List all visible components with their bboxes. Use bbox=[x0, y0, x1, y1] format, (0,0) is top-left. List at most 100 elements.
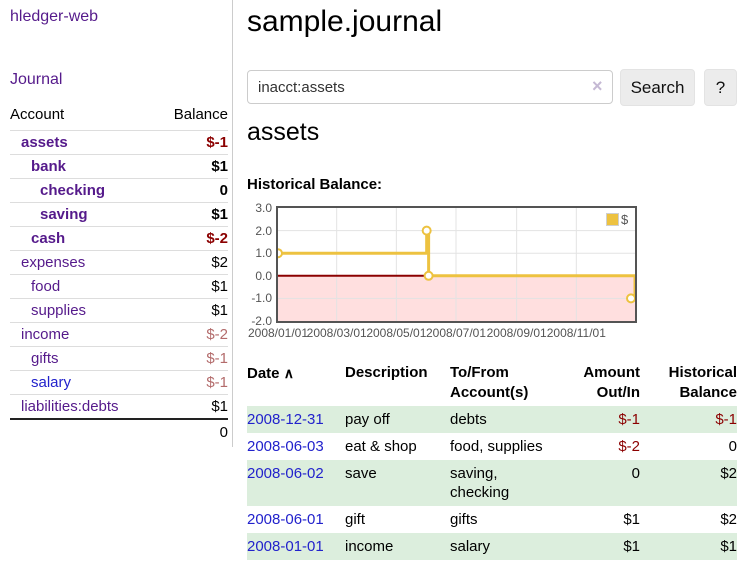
transaction-description: income bbox=[345, 538, 394, 555]
accounts-header-row: Account Balance bbox=[10, 100, 228, 131]
transaction-date-cell: 2008-12-31 bbox=[247, 406, 345, 433]
account-cell: liabilities:debts bbox=[10, 395, 155, 420]
transaction-date-link[interactable]: 2008-01-01 bbox=[247, 538, 324, 555]
account-cell: checking bbox=[10, 178, 156, 203]
search-button[interactable]: Search bbox=[620, 69, 695, 106]
column-header-date[interactable]: Date ∧ bbox=[247, 363, 345, 406]
register-tbody: 2008-12-31 pay off debts $-1 $-1 2008-06-03 ea… bbox=[247, 406, 737, 560]
transaction-accounts: debts bbox=[450, 411, 487, 428]
account-balance: $1 bbox=[155, 298, 228, 323]
account-row: gifts $-1 bbox=[10, 346, 228, 371]
app-brand-link[interactable]: hledger-web bbox=[10, 8, 99, 25]
account-heading: assets bbox=[247, 118, 320, 146]
register-row: 2008-12-31 pay off debts $-1 $-1 bbox=[247, 406, 737, 433]
spacer bbox=[10, 418, 156, 445]
date-header-label: Date bbox=[247, 365, 280, 382]
transaction-date-cell: 2008-06-01 bbox=[247, 506, 345, 533]
account-link[interactable]: expenses bbox=[21, 254, 86, 271]
balance-chart[interactable] bbox=[273, 206, 637, 323]
account-cell: food bbox=[10, 274, 156, 299]
transaction-accounts: food, supplies bbox=[450, 438, 543, 455]
account-link[interactable]: assets bbox=[21, 134, 68, 151]
accounts-header-balance: Balance bbox=[155, 100, 228, 131]
account-row: supplies $1 bbox=[10, 298, 228, 323]
transaction-date-link[interactable]: 2008-06-02 bbox=[247, 465, 324, 482]
accounts-total-row: 0 bbox=[10, 418, 228, 445]
account-link[interactable]: bank bbox=[31, 158, 67, 175]
account-row: cash $-2 bbox=[10, 226, 228, 251]
transaction-date-cell: 2008-06-02 bbox=[247, 460, 345, 506]
account-row: liabilities:debts $1 bbox=[10, 395, 228, 420]
transaction-description: eat & shop bbox=[345, 438, 417, 455]
transaction-amount: $-1 bbox=[618, 411, 640, 428]
column-header-balance: Historical Balance bbox=[668, 364, 737, 401]
chart-y-tick-label: 2.0 bbox=[255, 223, 272, 238]
chart-y-tick-label: -1.0 bbox=[251, 291, 272, 306]
transaction-description: pay off bbox=[345, 411, 390, 428]
sidebar: hledger-web Journal Account Balance asse… bbox=[0, 0, 233, 447]
accounts-total-balance: 0 bbox=[155, 418, 228, 445]
transaction-balance: 0 bbox=[728, 438, 737, 455]
transaction-date-cell: 2008-06-03 bbox=[247, 433, 345, 460]
register-header-row: Date ∧ Description To/From Account(s) Am… bbox=[247, 363, 737, 406]
page-title: sample.journal bbox=[247, 5, 443, 38]
account-balance: $1 bbox=[155, 202, 228, 227]
legend-swatch bbox=[606, 213, 619, 226]
transaction-date-link[interactable]: 2008-06-03 bbox=[247, 438, 324, 455]
account-row: expenses $2 bbox=[10, 250, 228, 275]
account-balance: 0 bbox=[155, 178, 228, 203]
account-cell: bank bbox=[10, 154, 156, 179]
account-row: bank $1 bbox=[10, 154, 228, 179]
transaction-balance: $-1 bbox=[715, 411, 737, 428]
account-balance: $-2 bbox=[155, 226, 228, 251]
account-link[interactable]: liabilities:debts bbox=[21, 398, 119, 415]
clear-search-icon[interactable]: × bbox=[592, 76, 603, 96]
chart-y-tick-label: 0.0 bbox=[255, 268, 272, 283]
accounts-header-account: Account bbox=[10, 100, 156, 131]
account-link[interactable]: saving bbox=[40, 206, 88, 223]
transaction-amount: $1 bbox=[623, 538, 640, 555]
chart-y-tick-label: -2.0 bbox=[251, 314, 272, 328]
chart-legend: $ bbox=[606, 212, 628, 227]
accounts-table: Account Balance assets $-1 bank $1 checking 0… bbox=[10, 100, 228, 445]
register-row: 2008-06-01 gift gifts $1 $2 bbox=[247, 506, 737, 533]
register-table: Date ∧ Description To/From Account(s) Am… bbox=[247, 363, 737, 560]
account-row: saving $1 bbox=[10, 202, 228, 227]
transaction-amount: $1 bbox=[623, 511, 640, 528]
account-link[interactable]: income bbox=[21, 326, 70, 343]
account-link[interactable]: salary bbox=[31, 374, 72, 391]
sidebar-item-journal[interactable]: Journal bbox=[10, 71, 63, 88]
account-link[interactable]: checking bbox=[40, 182, 106, 199]
chart-x-tick-label: 2008/11/01 bbox=[546, 326, 606, 340]
transaction-balance: $2 bbox=[720, 511, 737, 528]
account-balance: $-1 bbox=[155, 130, 228, 155]
account-link[interactable]: gifts bbox=[31, 350, 59, 367]
legend-label: $ bbox=[621, 212, 629, 227]
chart-y-tick-label: 1.0 bbox=[255, 246, 272, 261]
accounts-tbody: assets $-1 bank $1 checking 0 saving $1 cash $-2 e… bbox=[10, 130, 228, 420]
transaction-amount: 0 bbox=[631, 465, 640, 482]
account-link[interactable]: supplies bbox=[31, 302, 87, 319]
account-cell: supplies bbox=[10, 298, 156, 323]
account-balance: $-1 bbox=[155, 346, 228, 371]
chart-x-tick-label: 2008/07/01 bbox=[425, 326, 487, 340]
transaction-accounts: gifts bbox=[450, 511, 478, 528]
chart-x-tick-label: 2008/01/01 bbox=[247, 326, 309, 340]
transaction-date-cell: 2008-01-01 bbox=[247, 533, 345, 560]
transaction-accounts: saving, checking bbox=[450, 465, 510, 501]
transaction-description: gift bbox=[345, 511, 366, 528]
chart-x-tick-label: 2008/03/01 bbox=[306, 326, 367, 340]
transaction-description: save bbox=[345, 465, 377, 482]
account-link[interactable]: cash bbox=[31, 230, 66, 247]
search-input[interactable] bbox=[247, 70, 613, 104]
account-balance: $1 bbox=[155, 154, 228, 179]
chart-canvas bbox=[273, 208, 637, 321]
transaction-date-link[interactable]: 2008-06-01 bbox=[247, 511, 324, 528]
account-link[interactable]: food bbox=[31, 278, 61, 295]
transaction-balance: $2 bbox=[720, 465, 737, 482]
column-header-amount: Amount Out/In bbox=[583, 364, 640, 401]
transaction-date-link[interactable]: 2008-12-31 bbox=[247, 411, 324, 428]
help-button[interactable]: ? bbox=[704, 69, 737, 106]
chart-x-tick-label: 2008/05/01 bbox=[366, 326, 427, 340]
account-balance: $1 bbox=[155, 274, 228, 299]
